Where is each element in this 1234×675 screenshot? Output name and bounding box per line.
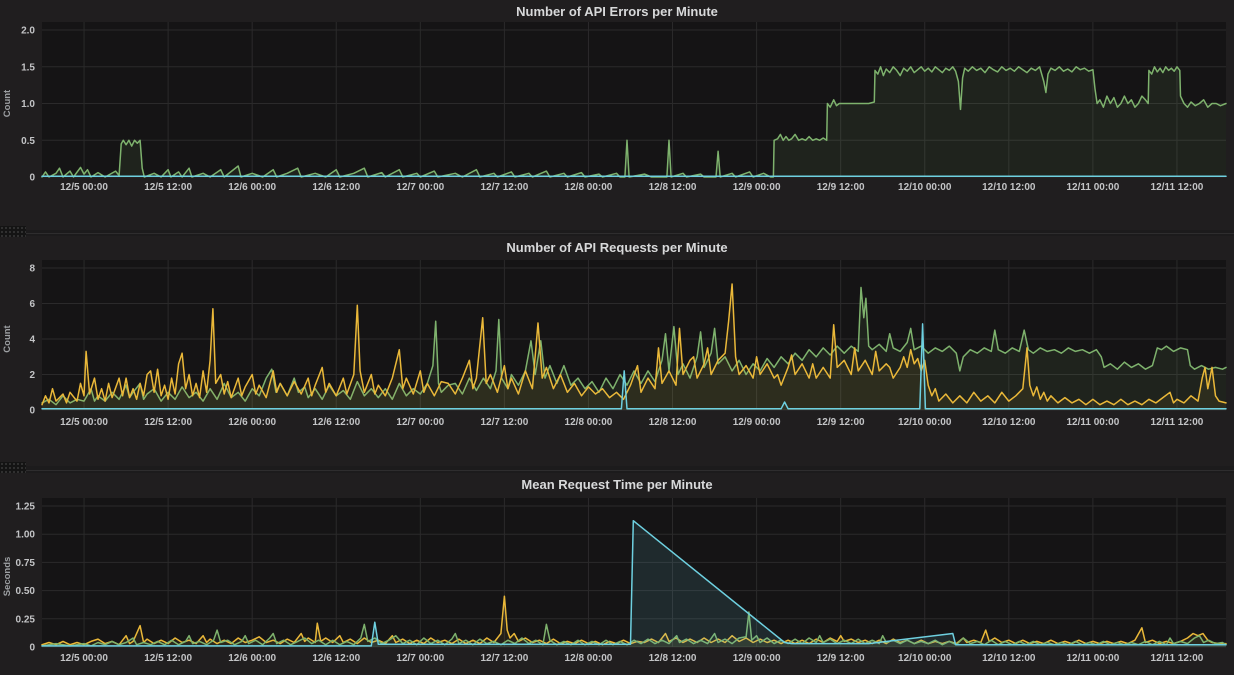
x-tick-label: 12/5 12:00	[144, 182, 192, 193]
row-divider-line	[0, 233, 1234, 234]
y-tick-label: 0.25	[16, 614, 36, 625]
x-tick-label: 12/9 00:00	[733, 417, 781, 428]
y-tick-label: 1.5	[21, 62, 35, 73]
panel-title[interactable]: Mean Request Time per Minute	[521, 477, 713, 492]
x-tick-label: 12/7 00:00	[396, 182, 444, 193]
x-tick-label: 12/8 00:00	[565, 182, 613, 193]
panel-mean-request-time: Mean Request Time per Minute 0 0.25 0.50 0.…	[0, 473, 1234, 675]
y-axis-unit-label: Seconds	[2, 557, 13, 597]
y-tick-label: 0.75	[16, 558, 36, 569]
x-tick-label: 12/5 00:00	[60, 182, 108, 193]
x-tick-label: 12/5 00:00	[60, 417, 108, 428]
x-tick-label: 12/6 12:00	[312, 182, 360, 193]
panel-title[interactable]: Number of API Requests per Minute	[506, 240, 728, 255]
series-cyan-fill	[42, 520, 1226, 647]
row-divider-line	[0, 469, 1234, 471]
plot-background	[42, 22, 1226, 177]
panel-title[interactable]: Number of API Errors per Minute	[516, 4, 718, 19]
x-tick-label: 12/11 00:00	[1066, 417, 1119, 428]
x-tick-label: 12/7 00:00	[396, 417, 444, 428]
y-tick-label: 6	[29, 299, 35, 310]
x-tick-label: 12/11 12:00	[1151, 653, 1204, 664]
x-tick-label: 12/8 12:00	[649, 417, 697, 428]
series-yellow-line	[41, 283, 1227, 406]
y-tick-label: 1.25	[16, 502, 36, 513]
row-divider[interactable]	[0, 226, 1234, 237]
x-tick-label: 12/10 12:00	[982, 653, 1036, 664]
x-tick-label: 12/5 00:00	[60, 653, 108, 664]
series-green-fill	[42, 287, 1226, 410]
x-tick-label: 12/8 12:00	[649, 653, 697, 664]
x-tick-label: 12/10 00:00	[898, 653, 952, 664]
x-tick-label: 12/10 12:00	[982, 182, 1036, 193]
series-green-line	[41, 611, 1227, 647]
x-tick-label: 12/7 12:00	[480, 653, 528, 664]
x-tick-label: 12/11 12:00	[1151, 182, 1204, 193]
y-tick-label: 0.50	[16, 586, 36, 597]
x-tick-label: 12/9 00:00	[733, 653, 781, 664]
series-green-line	[41, 286, 1227, 406]
requests-chart-plot[interactable]: 0 2 4 6 8 12/5 00:00 12/5 12:00 12/6 00:00 12/6 …	[0, 236, 1234, 466]
y-tick-label: 2	[29, 370, 35, 381]
x-tick-label: 12/5 12:00	[144, 653, 192, 664]
y-tick-label: 0.5	[21, 136, 35, 147]
x-tick-label: 12/11 00:00	[1066, 653, 1119, 664]
x-tick-label: 12/9 00:00	[733, 182, 781, 193]
x-tick-label: 12/10 00:00	[898, 182, 952, 193]
y-tick-label: 1.0	[21, 99, 35, 110]
y-tick-label: 0	[29, 643, 35, 654]
row-collapse-handle[interactable]	[0, 462, 26, 473]
x-tick-label: 12/7 00:00	[396, 653, 444, 664]
x-tick-label: 12/10 12:00	[982, 417, 1036, 428]
x-tick-label: 12/10 00:00	[898, 417, 952, 428]
x-tick-label: 12/11 12:00	[1151, 417, 1204, 428]
x-tick-label: 12/5 12:00	[144, 417, 192, 428]
y-tick-label: 0	[29, 406, 35, 417]
y-tick-label: 0	[29, 173, 35, 184]
x-tick-label: 12/6 12:00	[312, 653, 360, 664]
y-tick-label: 1.00	[16, 530, 36, 541]
series-green-fill	[42, 66, 1226, 177]
series-yellow-fill	[42, 284, 1226, 410]
x-tick-label: 12/6 00:00	[228, 182, 276, 193]
x-tick-label: 12/8 00:00	[565, 417, 613, 428]
x-tick-label: 12/7 12:00	[480, 417, 528, 428]
y-tick-label: 2.0	[21, 26, 35, 37]
row-collapse-handle[interactable]	[0, 226, 26, 237]
x-tick-label: 12/6 00:00	[228, 653, 276, 664]
row-divider[interactable]	[0, 462, 1234, 473]
x-tick-label: 12/6 12:00	[312, 417, 360, 428]
x-tick-label: 12/11 00:00	[1066, 182, 1119, 193]
errors-chart-plot[interactable]: 0 0.5 1.0 1.5 2.0 12/5 00:00 12/5 12:00 12/6 00…	[0, 0, 1234, 230]
x-tick-label: 12/9 12:00	[817, 417, 865, 428]
series-green-line	[41, 66, 1227, 178]
series-cyan-line	[41, 323, 1227, 410]
x-tick-label: 12/9 12:00	[817, 653, 865, 664]
x-tick-label: 12/8 12:00	[649, 182, 697, 193]
y-tick-label: 8	[29, 264, 35, 275]
y-axis-unit-label: Count	[2, 89, 13, 117]
series-cyan-line	[41, 519, 1227, 647]
request-time-chart-plot[interactable]: 0 0.25 0.50 0.75 1.00 1.25 12/5 00:00 12/5 12:0…	[0, 473, 1234, 675]
x-tick-label: 12/7 12:00	[480, 182, 528, 193]
x-tick-label: 12/8 00:00	[565, 653, 613, 664]
y-tick-label: 4	[29, 335, 35, 346]
x-tick-label: 12/9 12:00	[817, 182, 865, 193]
x-tick-label: 12/6 00:00	[228, 417, 276, 428]
panel-api-requests: Number of API Requests per Minute 0 2 4 6 8 1…	[0, 236, 1234, 466]
panel-api-errors: Number of API Errors per Minute 0 0.5 1.0 1…	[0, 0, 1234, 230]
y-axis-unit-label: Count	[2, 324, 13, 352]
